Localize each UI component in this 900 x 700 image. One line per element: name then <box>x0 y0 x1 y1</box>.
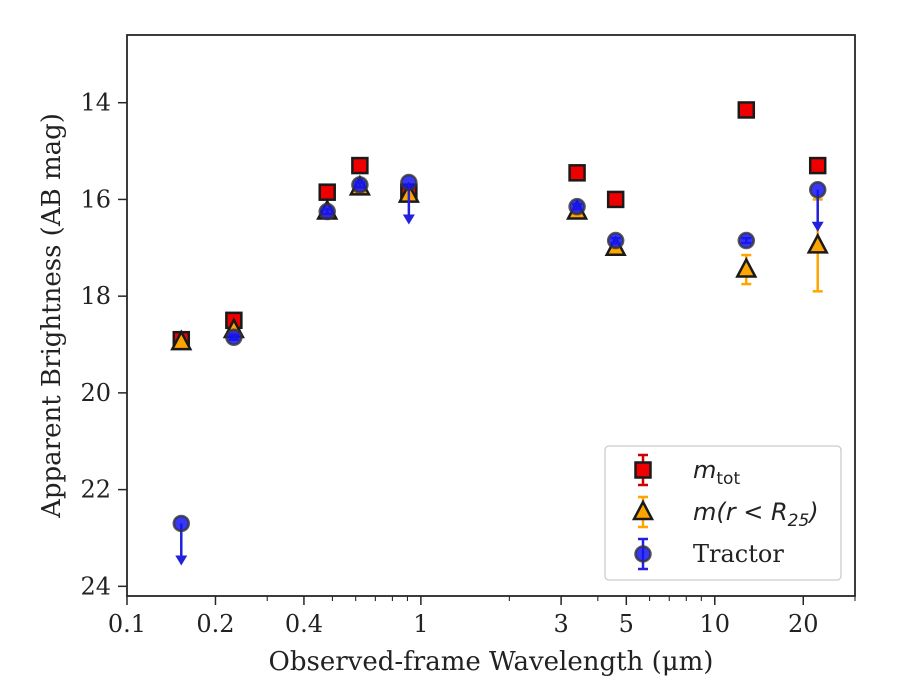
x-axis-title: Observed-frame Wavelength (μm) <box>269 647 714 677</box>
x-tick-label: 0.2 <box>196 610 234 638</box>
upper-limit-arrow-head <box>402 214 415 225</box>
y-tick-label: 22 <box>80 476 111 504</box>
x-tick-label: 5 <box>619 610 634 638</box>
data-point-circle <box>351 176 369 194</box>
series-tractor <box>172 173 827 566</box>
legend-label-base: m <box>693 456 716 484</box>
legend-marker-square <box>634 461 652 479</box>
data-point-square <box>568 164 586 182</box>
series-m-tot <box>172 101 827 349</box>
data-point-triangle <box>735 256 758 278</box>
data-point-square <box>737 101 756 119</box>
y-tick-label: 24 <box>80 572 111 600</box>
legend-entry-m-tot: mtot <box>634 453 740 489</box>
data-point-circle <box>568 197 586 216</box>
legend-label: m(r < R25) <box>693 498 819 531</box>
data-point-square <box>351 156 369 175</box>
x-tick-label: 3 <box>553 610 568 638</box>
upper-limit-arrow-head <box>811 221 824 232</box>
plot-layer <box>170 101 829 566</box>
plot-frame <box>126 34 856 597</box>
legend-label: mtot <box>693 456 740 489</box>
y-tick-label: 18 <box>80 282 111 310</box>
x-tick-label: 0.1 <box>108 610 146 638</box>
legend-entry-tractor: Tractor <box>634 537 784 571</box>
data-point-circle <box>172 514 191 533</box>
legend-label-base: Tractor <box>693 540 784 568</box>
legend-label-subscript: tot <box>716 469 740 489</box>
series-m-r-lt-r25 <box>170 174 829 351</box>
data-point-square <box>808 156 827 175</box>
legend-label: Tractor <box>693 540 784 568</box>
data-point-triangle <box>806 232 829 254</box>
data-point-circle <box>318 202 336 221</box>
axes-layer: 0.1 0.2 0.4 1 3 5 10 20 14 16 18 20 22 24 Observed-fra… <box>37 34 856 677</box>
data-point-circle <box>737 231 756 250</box>
legend-marker-circle <box>634 545 652 563</box>
x-tick-label: 20 <box>788 610 819 638</box>
legend-label-subscript: 25 <box>788 511 810 531</box>
data-point-circle <box>225 328 243 347</box>
legend-label-base: m(r < R <box>693 498 788 526</box>
x-tick-label: 10 <box>700 610 731 638</box>
x-tick-label: 1 <box>413 610 428 638</box>
legend-box <box>604 445 842 581</box>
data-point-circle <box>400 173 418 192</box>
legend-label-tail: ) <box>807 498 818 526</box>
data-point-triangle <box>170 329 193 351</box>
upper-limit-arrow-head <box>175 555 188 566</box>
data-point-square <box>318 183 336 201</box>
legend: mtot m(r < R25) Tractor <box>604 445 842 581</box>
y-tick-label: 16 <box>80 185 111 213</box>
x-tick-label: 0.4 <box>285 610 323 638</box>
y-tick-label: 14 <box>80 89 111 117</box>
legend-marker-triangle <box>631 499 655 521</box>
legend-entry-m-r-lt-r25: m(r < R25) <box>631 495 819 531</box>
y-tick-label: 20 <box>80 379 111 407</box>
data-point-circle <box>808 181 827 199</box>
y-axis-title: Apparent Brightness (AB mag) <box>37 113 67 519</box>
data-point-square <box>606 190 625 209</box>
data-point-circle <box>606 231 625 250</box>
